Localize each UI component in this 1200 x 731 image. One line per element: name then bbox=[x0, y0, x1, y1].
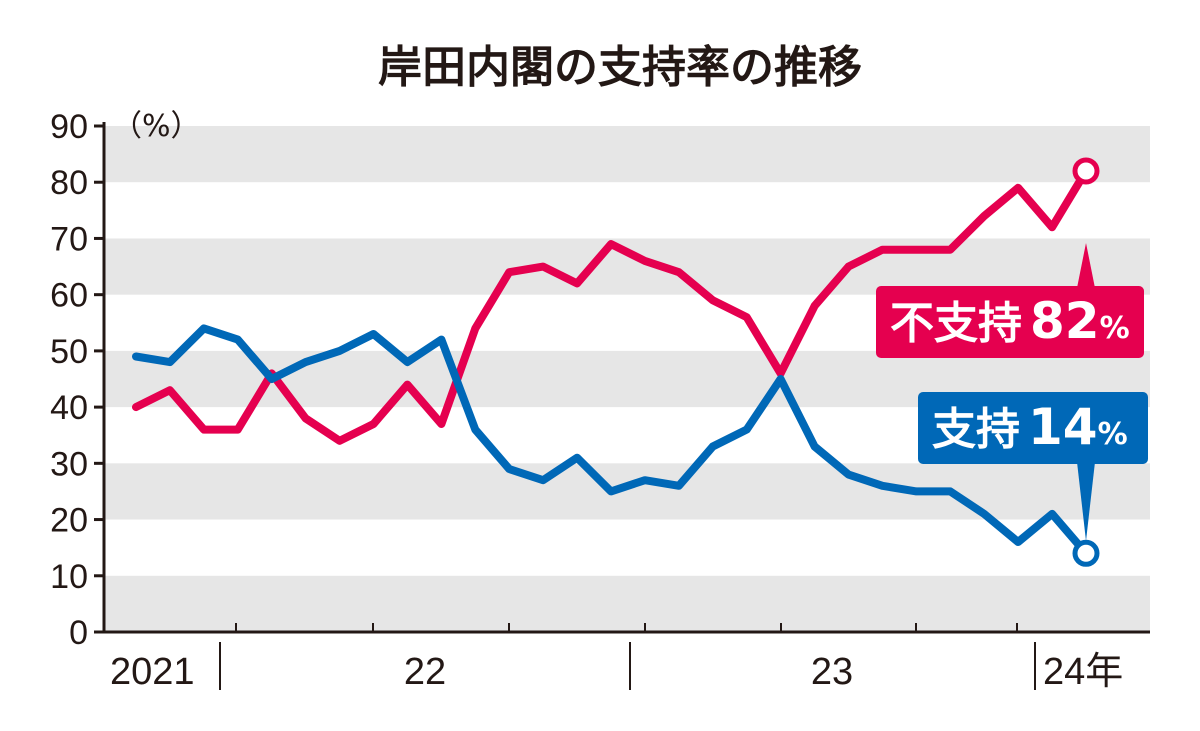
data-point bbox=[337, 438, 342, 443]
data-point bbox=[303, 416, 308, 421]
data-point bbox=[541, 478, 546, 483]
callout-pointer bbox=[1077, 243, 1095, 288]
x-tick-label: 24年 bbox=[1043, 651, 1123, 693]
end-marker bbox=[1072, 539, 1100, 567]
data-point bbox=[744, 315, 749, 320]
x-tick-label: 2021 bbox=[110, 651, 195, 693]
data-point bbox=[507, 466, 512, 471]
callout-1: 支持 14% bbox=[918, 392, 1148, 541]
data-point bbox=[167, 360, 172, 365]
data-point bbox=[405, 360, 410, 365]
data-point bbox=[948, 247, 953, 252]
data-point bbox=[880, 247, 885, 252]
data-point bbox=[371, 421, 376, 426]
data-point bbox=[710, 298, 715, 303]
callout-name: 不支持 bbox=[890, 298, 1022, 349]
data-point bbox=[846, 264, 851, 269]
data-point bbox=[439, 337, 444, 342]
data-point bbox=[235, 427, 240, 432]
y-tick-label: 70 bbox=[50, 220, 88, 258]
data-point bbox=[744, 427, 749, 432]
data-point bbox=[134, 405, 138, 410]
callout-label: 支持 14% bbox=[932, 398, 1128, 456]
grid-band bbox=[104, 463, 1150, 520]
data-point bbox=[235, 337, 240, 342]
data-point bbox=[676, 483, 681, 488]
grid-band bbox=[104, 126, 1150, 183]
data-point bbox=[405, 382, 410, 387]
x-tick-label: 23 bbox=[811, 651, 853, 693]
data-point bbox=[473, 326, 478, 331]
data-point bbox=[778, 371, 783, 376]
data-point bbox=[337, 348, 342, 353]
data-point bbox=[778, 377, 783, 381]
end-marker bbox=[1072, 157, 1100, 185]
series-lines bbox=[132, 157, 1100, 567]
y-tick-label: 10 bbox=[50, 558, 88, 596]
data-point bbox=[371, 332, 376, 337]
y-tick-label: 30 bbox=[50, 445, 88, 483]
chart-title: 岸田内閣の支持率の推移 bbox=[378, 42, 862, 93]
data-point bbox=[507, 270, 512, 275]
data-point bbox=[303, 360, 308, 365]
data-point bbox=[1050, 511, 1055, 516]
y-tick-label: 20 bbox=[50, 502, 88, 540]
callouts: 不支持 82%支持 14% bbox=[876, 243, 1148, 541]
data-point bbox=[880, 483, 885, 488]
data-point bbox=[473, 427, 478, 432]
y-tick-label: 60 bbox=[50, 277, 88, 315]
x-tick-label: 22 bbox=[404, 651, 446, 693]
data-point bbox=[982, 511, 987, 516]
data-point bbox=[846, 472, 851, 477]
data-point bbox=[982, 213, 987, 218]
data-point bbox=[710, 444, 715, 449]
callout-pointer bbox=[1077, 462, 1095, 541]
callout-0: 不支持 82% bbox=[876, 243, 1144, 358]
data-point bbox=[1016, 540, 1021, 545]
callout-value: 82 bbox=[1030, 292, 1100, 350]
data-point bbox=[609, 489, 613, 494]
data-point bbox=[948, 489, 953, 494]
data-point bbox=[1050, 225, 1055, 230]
data-point bbox=[134, 354, 138, 359]
callout-unit: % bbox=[1100, 311, 1130, 346]
y-tick-label: 40 bbox=[50, 389, 88, 427]
data-point bbox=[914, 489, 919, 494]
callout-label: 不支持 82% bbox=[890, 292, 1130, 350]
data-point bbox=[1016, 185, 1021, 190]
y-tick-label: 90 bbox=[50, 108, 88, 146]
callout-box bbox=[918, 392, 1148, 464]
data-point bbox=[914, 247, 919, 252]
y-tick-label: 50 bbox=[50, 333, 88, 371]
y-axis: 0 10 20 30 40 50 60 70 80 90 bbox=[50, 108, 106, 652]
data-point bbox=[642, 478, 647, 483]
data-point bbox=[642, 258, 647, 263]
data-point bbox=[439, 421, 444, 426]
data-point bbox=[201, 427, 206, 432]
data-point bbox=[269, 377, 274, 381]
grid-band bbox=[104, 575, 1150, 632]
callout-value: 14 bbox=[1028, 398, 1098, 456]
callout-unit: % bbox=[1098, 417, 1128, 452]
y-tick-label: 80 bbox=[50, 164, 88, 202]
data-point bbox=[609, 242, 613, 247]
data-point bbox=[575, 455, 580, 460]
callout-box bbox=[876, 286, 1144, 358]
data-point bbox=[201, 326, 206, 331]
data-point bbox=[812, 444, 817, 449]
data-point bbox=[575, 281, 580, 286]
callout-name: 支持 bbox=[932, 404, 1020, 455]
data-point bbox=[541, 264, 546, 269]
data-point bbox=[167, 388, 172, 393]
data-point bbox=[676, 270, 681, 275]
y-unit-label: （%） bbox=[112, 109, 201, 144]
grid-bands bbox=[104, 126, 1150, 632]
x-axis: 2021 22 23 24年 bbox=[104, 623, 1150, 693]
data-point bbox=[812, 303, 817, 308]
y-tick-label: 0 bbox=[69, 614, 88, 652]
